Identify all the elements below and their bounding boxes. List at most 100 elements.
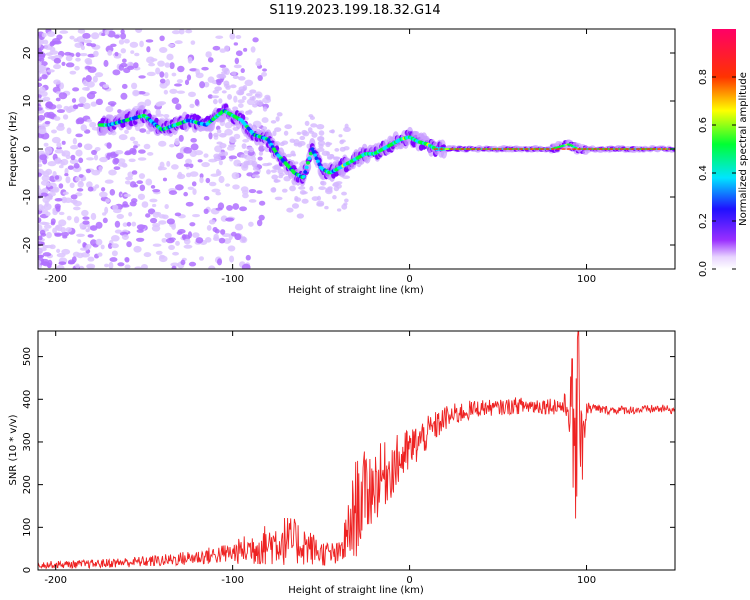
spectrogram-cell bbox=[252, 162, 257, 169]
spectrogram-cell bbox=[239, 206, 248, 212]
spectrogram-cell bbox=[46, 231, 52, 239]
spectrogram-cell bbox=[137, 157, 147, 161]
spectrogram-cell bbox=[343, 146, 350, 151]
spectrogram-cell bbox=[203, 208, 209, 215]
spectrogram-cell bbox=[109, 257, 118, 262]
spectrogram-cell bbox=[561, 148, 566, 150]
spectrogram-cell bbox=[145, 213, 151, 218]
spectrogram-cell bbox=[188, 261, 197, 267]
spectrogram-cell bbox=[291, 153, 297, 157]
spectrogram-cell bbox=[64, 51, 72, 56]
spectrogram-cell bbox=[63, 197, 73, 203]
spectrogram-cell bbox=[257, 74, 263, 82]
spectrogram-cell bbox=[150, 58, 158, 62]
spectrogram-cell bbox=[149, 198, 158, 203]
spectrogram-cell bbox=[124, 129, 129, 134]
spectrogram-cell bbox=[171, 30, 181, 35]
snr-x-tick-label: 100 bbox=[577, 575, 596, 586]
spectrogram-cell bbox=[166, 218, 175, 225]
spectrogram-cell bbox=[75, 192, 83, 197]
spectrogram-cell bbox=[243, 160, 250, 166]
spectrogram-cell bbox=[210, 173, 219, 177]
spectrogram-cell bbox=[67, 165, 74, 170]
spectrogram-cell bbox=[166, 160, 171, 167]
spectrogram-cell bbox=[76, 36, 86, 43]
snr-y-tick-label: 200 bbox=[22, 475, 33, 494]
spectrogram-cell bbox=[56, 253, 66, 258]
spectrogram-cell bbox=[78, 265, 84, 269]
spectrogram-cell bbox=[64, 173, 69, 177]
spectrogram-cell bbox=[284, 124, 293, 130]
spectrogram-cell bbox=[45, 195, 53, 201]
colorbar-tick-label: 0.0 bbox=[698, 261, 709, 277]
spectrogram-cell bbox=[102, 84, 110, 89]
spectrogram-cell bbox=[100, 244, 105, 250]
spectrogram-x-tick-label: -200 bbox=[44, 274, 67, 285]
spectrogram-cell bbox=[307, 156, 312, 161]
spectrogram-cell bbox=[89, 121, 97, 128]
spectrogram-cell bbox=[54, 149, 64, 154]
spectrogram-cell bbox=[77, 142, 83, 148]
spectrogram-cell bbox=[132, 89, 140, 97]
spectrogram-cell bbox=[212, 98, 218, 105]
spectrogram-cell bbox=[252, 103, 258, 108]
spectrogram-cell bbox=[139, 184, 146, 192]
spectrogram-cell bbox=[318, 130, 325, 136]
spectrogram-cell bbox=[62, 191, 69, 195]
spectrogram-cell bbox=[138, 149, 146, 154]
spectrogram-cell bbox=[277, 168, 284, 175]
spectrogram-cell bbox=[318, 186, 326, 191]
snr-y-axis-label: SNR (10 * v/v) bbox=[8, 414, 19, 485]
spectrogram-cell bbox=[131, 221, 137, 227]
spectrogram-cell bbox=[144, 99, 152, 107]
spectrogram-cell bbox=[158, 220, 167, 225]
spectrogram-cell bbox=[169, 88, 178, 94]
spectrogram-cell bbox=[107, 30, 116, 38]
spectrogram-y-tick-label: 0 bbox=[22, 146, 33, 152]
spectrogram-cell bbox=[212, 227, 218, 233]
spectrogram-cell bbox=[646, 148, 651, 150]
spectrogram-cell bbox=[492, 148, 497, 150]
spectrogram-cell bbox=[164, 62, 171, 68]
spectrogram-cell bbox=[571, 148, 577, 150]
spectrogram-cell bbox=[74, 65, 80, 71]
spectrogram-cell bbox=[95, 72, 104, 78]
spectrogram-cell bbox=[72, 206, 81, 211]
spectrogram-cell bbox=[74, 42, 84, 48]
spectrogram-cell bbox=[53, 57, 62, 64]
spectrogram-cell bbox=[310, 147, 315, 151]
spectrogram-cell bbox=[98, 166, 103, 171]
spectrogram-cell bbox=[241, 263, 251, 269]
spectrogram-cell bbox=[194, 98, 200, 106]
spectrogram-cell bbox=[38, 64, 46, 73]
spectrogram-cell bbox=[603, 148, 609, 150]
spectrogram-cell bbox=[183, 147, 192, 154]
spectrogram-cell bbox=[189, 163, 194, 169]
spectrogram-cell bbox=[73, 163, 80, 169]
spectrogram-cell bbox=[523, 148, 529, 150]
spectrogram-cell bbox=[651, 148, 657, 150]
spectrogram-cell bbox=[171, 265, 177, 269]
spectrogram-cell bbox=[164, 71, 169, 79]
spectrogram-cell bbox=[90, 32, 100, 40]
spectrogram-cell bbox=[138, 173, 146, 179]
spectrogram-cell bbox=[191, 181, 197, 187]
spectrogram-cell bbox=[135, 237, 145, 242]
spectrogram-cell bbox=[208, 219, 216, 225]
spectrogram-cell bbox=[245, 92, 253, 97]
spectrogram-cell bbox=[304, 165, 309, 170]
spectrogram-cell bbox=[103, 59, 109, 67]
spectrogram-cell bbox=[233, 42, 239, 46]
spectrogram-cell bbox=[608, 148, 614, 150]
spectrogram-cell bbox=[53, 79, 61, 85]
spectrogram-cell bbox=[185, 172, 192, 178]
spectrogram-cell bbox=[598, 148, 604, 150]
spectrogram-cell bbox=[233, 95, 238, 103]
spectrogram-cell bbox=[146, 71, 156, 77]
spectrogram-cell bbox=[159, 71, 165, 78]
spectrogram-cell bbox=[145, 178, 153, 186]
spectrogram-cell bbox=[165, 237, 175, 244]
spectrogram-cell bbox=[299, 190, 307, 195]
colorbar-tick-label: 0.6 bbox=[698, 117, 709, 133]
spectrogram-cell bbox=[78, 174, 84, 178]
